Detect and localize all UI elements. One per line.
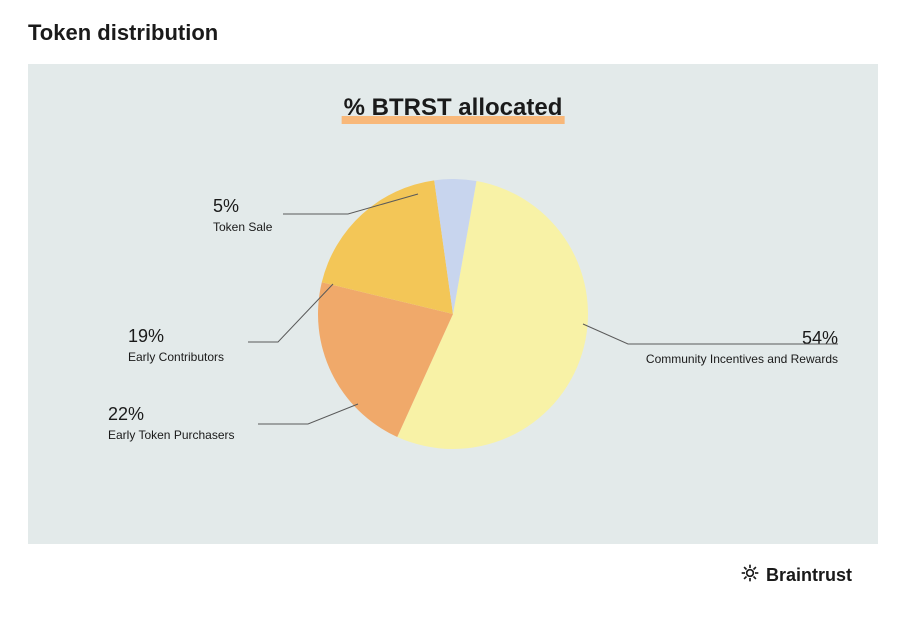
slice-name-0: Community Incentives and Rewards xyxy=(646,352,838,366)
slice-pct-2: 19% xyxy=(128,324,224,348)
chart-panel: % BTRST allocated 54% Community Incentiv… xyxy=(28,64,878,544)
slice-label-2: 19% Early Contributors xyxy=(128,324,224,366)
brand-icon xyxy=(740,563,760,588)
chart-title: % BTRST allocated xyxy=(342,94,565,122)
brand-name: Braintrust xyxy=(766,565,852,586)
pie-chart xyxy=(318,179,588,449)
slice-name-1: Early Token Purchasers xyxy=(108,428,235,442)
slice-label-1: 22% Early Token Purchasers xyxy=(108,402,235,444)
slice-label-3: 5% Token Sale xyxy=(213,194,272,236)
slice-name-3: Token Sale xyxy=(213,220,272,234)
chart-title-text: % BTRST allocated xyxy=(344,94,563,121)
chart-title-wrap: % BTRST allocated xyxy=(342,94,565,122)
slice-pct-3: 5% xyxy=(213,194,272,218)
section-title: Token distribution xyxy=(28,20,881,46)
slice-pct-0: 54% xyxy=(646,326,838,350)
brand-footer: Braintrust xyxy=(740,563,852,588)
slice-label-0: 54% Community Incentives and Rewards xyxy=(646,326,838,368)
slice-pct-1: 22% xyxy=(108,402,235,426)
slice-name-2: Early Contributors xyxy=(128,350,224,364)
